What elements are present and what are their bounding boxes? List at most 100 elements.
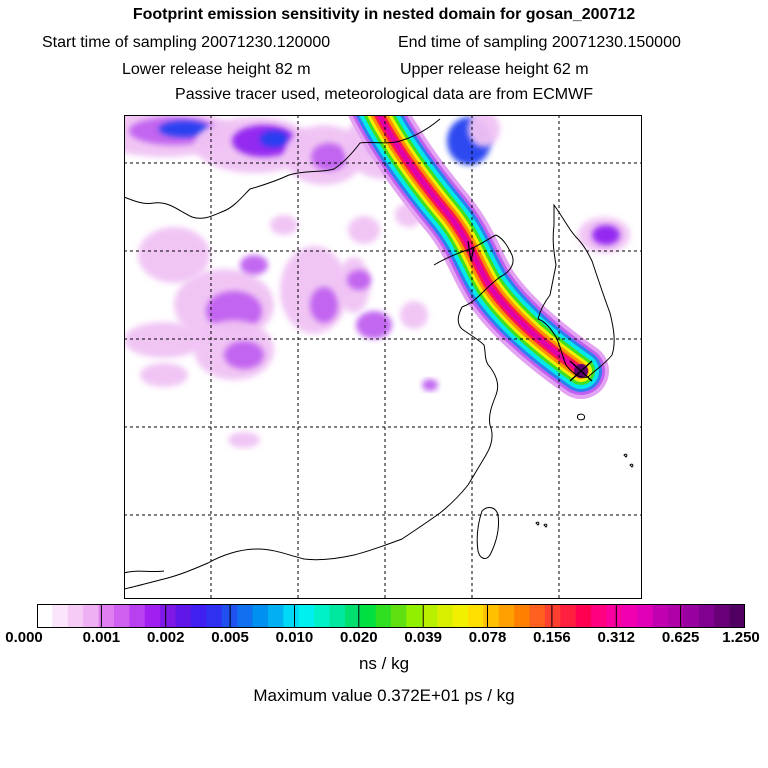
sensitivity-patch	[356, 311, 392, 339]
colorbar-cell	[698, 604, 715, 628]
colorbar-cell	[283, 604, 300, 628]
sensitivity-patch	[270, 215, 298, 235]
colorbar-cell	[344, 604, 361, 628]
colorbar-cell	[67, 604, 84, 628]
upper-release-label: Upper release height 62 m	[400, 61, 589, 78]
colorbar-tick-label: 1.250	[722, 629, 760, 646]
colorbar-cell	[360, 604, 377, 628]
sensitivity-patch	[124, 322, 204, 358]
colorbar-cell	[298, 604, 315, 628]
colorbar-cell	[544, 604, 561, 628]
colorbar-cell	[421, 604, 438, 628]
hainan-coast	[124, 570, 165, 574]
footprint-map	[124, 115, 642, 599]
colorbar-cell	[575, 604, 592, 628]
colorbar-cell	[406, 604, 423, 628]
sensitivity-patch	[140, 363, 188, 387]
tracer-note: Passive tracer used, meteorological data…	[175, 86, 593, 103]
colorbar-cell	[252, 604, 269, 628]
colorbar-cell	[652, 604, 669, 628]
sensitivity-patch	[159, 121, 209, 137]
colorbar-cell	[621, 604, 638, 628]
colorbar-tick-label: 0.010	[275, 629, 314, 646]
map-frame	[124, 115, 642, 599]
colorbar-cell	[606, 604, 623, 628]
colorbar-tick-label: 0.156	[533, 629, 571, 646]
footprint-plume	[348, 115, 609, 399]
colorbar-cell	[129, 604, 146, 628]
colorbar-cell	[83, 604, 100, 628]
colorbar-cell	[237, 604, 254, 628]
colorbar-tick-label: 0.001	[82, 629, 121, 646]
coastline-and-borders	[124, 118, 634, 590]
colorbar-cell	[37, 604, 53, 628]
ryukyu-islands	[535, 453, 634, 528]
sensitivity-patch	[311, 143, 347, 171]
sensitivity-patch	[260, 131, 288, 147]
sensitivity-patch	[422, 379, 438, 391]
colorbar-cell	[98, 604, 115, 628]
colorbar-cell	[668, 604, 685, 628]
colorbar-cell	[729, 604, 745, 628]
colorbar-cell	[452, 604, 469, 628]
receptor-x-marker	[569, 360, 593, 382]
lat-lon-grid	[124, 115, 642, 599]
colorbar-tick-label: 0.020	[340, 629, 378, 646]
start-time-label: Start time of sampling 20071230.120000	[42, 34, 331, 51]
colorbar-cell	[329, 604, 346, 628]
sensitivity-patch	[468, 115, 500, 147]
colorbar-cell	[314, 604, 331, 628]
colorbar-cell	[437, 604, 454, 628]
northern-border	[124, 118, 441, 219]
colorbar-cell	[375, 604, 392, 628]
sensitivity-patch	[240, 255, 268, 275]
colorbar-tick-label: 0.039	[404, 629, 442, 646]
colorbar-cell	[267, 604, 284, 628]
sensitivity-patch	[310, 287, 338, 323]
trajectory-marker	[467, 240, 475, 262]
bohai-coast	[433, 234, 514, 308]
colorbar-tick-label: 0.005	[211, 629, 249, 646]
colorbar-cell	[514, 604, 531, 628]
colorbar-tick-labels: 0.000 0.001 0.002 0.005 0.010 0.020 0.039 0.078…	[0, 629, 768, 649]
end-time-label: End time of sampling 20071230.150000	[398, 34, 681, 51]
plume-contour	[376, 115, 584, 374]
colorbar-cell	[52, 604, 69, 628]
colorbar-cell	[529, 604, 546, 628]
maximum-value: Maximum value 0.372E+01 ps / kg	[253, 686, 515, 705]
colorbar	[37, 604, 745, 628]
colorbar-cell	[637, 604, 654, 628]
sensitivity-patch	[280, 246, 348, 334]
colorbar-cell	[591, 604, 608, 628]
sensitivity-patch	[228, 432, 260, 448]
colorbar-units: ns / kg	[358, 654, 410, 673]
colorbar-tick-label: 0.002	[146, 629, 185, 646]
sensitivity-patch	[592, 225, 620, 245]
sensitivity-patch	[206, 291, 262, 331]
colorbar-cell	[190, 604, 207, 628]
colorbar-cell	[683, 604, 700, 628]
colorbar-tick-label: 0.625	[661, 629, 700, 646]
sensitivity-patch	[347, 270, 371, 290]
colorbar-cell	[113, 604, 130, 628]
colorbar-cell	[560, 604, 577, 628]
colorbar-tick-label: 0.000	[5, 629, 43, 646]
colorbar-cell	[144, 604, 161, 628]
colorbar-tick-label: 0.312	[597, 629, 636, 646]
lower-release-label: Lower release height 82 m	[122, 61, 311, 78]
sensitivity-patch	[400, 301, 428, 329]
korea-coast	[537, 203, 615, 378]
colorbar-cell	[391, 604, 407, 628]
sensitivity-patch	[224, 341, 264, 369]
colorbar-cell	[483, 604, 500, 628]
sensitivity-patch	[138, 227, 210, 283]
plot-title: Footprint emission sensitivity in nested…	[132, 6, 636, 23]
colorbar-tick-label: 0.078	[468, 629, 507, 646]
colorbar-cell	[160, 604, 177, 628]
colorbar-cell	[175, 604, 192, 628]
east-china-coast	[124, 306, 499, 590]
colorbar-cell	[498, 604, 515, 628]
colorbar-cell	[467, 604, 484, 628]
taiwan	[476, 507, 499, 559]
sensitivity-patch	[348, 216, 380, 244]
